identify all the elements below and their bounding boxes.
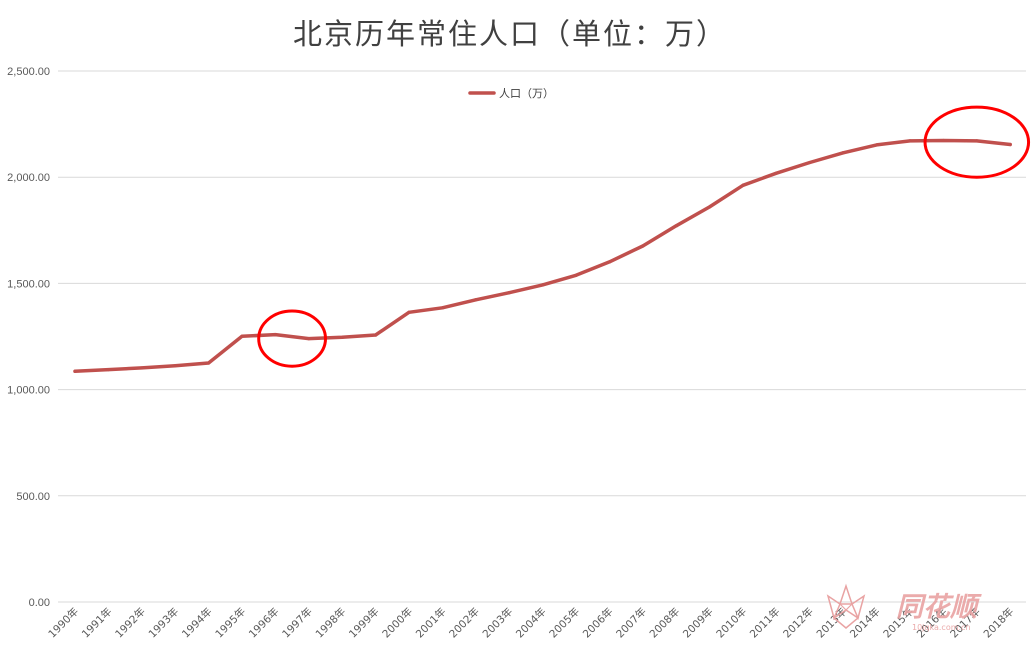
data-point — [440, 306, 444, 310]
grid-layer — [58, 70, 1026, 603]
x-tick-label: 2018年 — [981, 605, 1017, 641]
y-tick-label: 2,500.00 — [7, 66, 50, 78]
x-tick-label: 2012年 — [780, 605, 816, 641]
data-point — [207, 361, 211, 365]
y-tick-label: 500.00 — [16, 491, 50, 503]
x-tick-label: 1995年 — [213, 605, 249, 641]
x-tick-label: 2000年 — [380, 605, 416, 641]
x-tick-label: 2005年 — [547, 605, 583, 641]
data-point — [307, 337, 311, 341]
x-tick-label: 1996年 — [246, 605, 282, 641]
data-point — [607, 260, 612, 264]
data-point — [140, 366, 144, 370]
y-axis: 0.00 500.00 1,000.00 1,500.00 2,000.00 2,500.… — [7, 66, 50, 609]
data-point — [708, 205, 712, 209]
data-point — [507, 291, 511, 295]
x-tick-label: 2008年 — [647, 605, 683, 641]
legend: 人口（万） — [468, 87, 554, 100]
y-tick-label: 1,000.00 — [7, 385, 50, 397]
data-point — [908, 139, 912, 143]
x-tick-label: 1990年 — [46, 605, 82, 641]
x-tick-label: 1998年 — [313, 605, 349, 641]
x-tick-label: 2009年 — [680, 605, 716, 641]
data-point — [474, 298, 478, 302]
x-tick-label: 1992年 — [112, 605, 148, 641]
data-point — [541, 283, 545, 287]
data-point — [875, 143, 879, 147]
data-point — [808, 160, 812, 165]
x-tick-label: 1993年 — [146, 605, 182, 641]
highlight-circle — [923, 105, 1031, 179]
data-point — [240, 334, 244, 338]
series-layer — [73, 138, 1012, 374]
data-point — [774, 171, 779, 175]
data-point — [106, 368, 110, 372]
chart-title: 北京历年常住人口（单位：万） — [293, 17, 727, 51]
data-point — [941, 138, 946, 143]
watermark-text: 同花顺 — [896, 592, 982, 623]
x-tick-label: 1994年 — [179, 605, 215, 641]
legend-label: 人口（万） — [499, 87, 554, 100]
data-point — [641, 244, 645, 248]
data-point — [173, 364, 177, 368]
data-point — [674, 224, 678, 228]
data-point — [741, 183, 745, 187]
series-line — [73, 138, 1012, 374]
data-point — [73, 369, 77, 373]
data-point — [1008, 142, 1012, 147]
x-tick-label: 2006年 — [580, 605, 616, 641]
data-point — [574, 273, 578, 277]
x-axis: 1990年1991年1992年1993年1994年1995年1996年1997年… — [46, 605, 1017, 641]
data-point — [340, 335, 344, 339]
x-tick-label: 2001年 — [413, 605, 449, 641]
x-tick-label: 2004年 — [513, 605, 549, 641]
highlight-circle — [257, 309, 328, 368]
data-point — [975, 139, 979, 143]
x-tick-label: 2011年 — [747, 605, 783, 641]
x-tick-label: 2007年 — [613, 605, 649, 641]
y-tick-label: 2,000.00 — [7, 172, 50, 184]
data-point — [273, 332, 277, 337]
y-tick-label: 0.00 — [29, 597, 50, 609]
data-point — [407, 310, 411, 314]
annotation-layer — [257, 105, 1031, 368]
flower-logo-icon — [826, 583, 866, 629]
y-tick-label: 1,500.00 — [7, 278, 50, 290]
x-tick-label: 1999年 — [346, 605, 382, 641]
x-tick-label: 2002年 — [446, 605, 482, 641]
x-tick-label: 1991年 — [79, 605, 115, 641]
watermark-subtext: 10jqka.com.cn — [912, 623, 971, 632]
watermark: 同花顺 10jqka.com.cn — [826, 583, 982, 632]
x-tick-label: 1997年 — [279, 605, 315, 641]
data-point — [841, 151, 845, 155]
x-tick-label: 2003年 — [480, 605, 516, 641]
x-tick-label: 2010年 — [714, 605, 750, 641]
data-point — [374, 333, 378, 337]
